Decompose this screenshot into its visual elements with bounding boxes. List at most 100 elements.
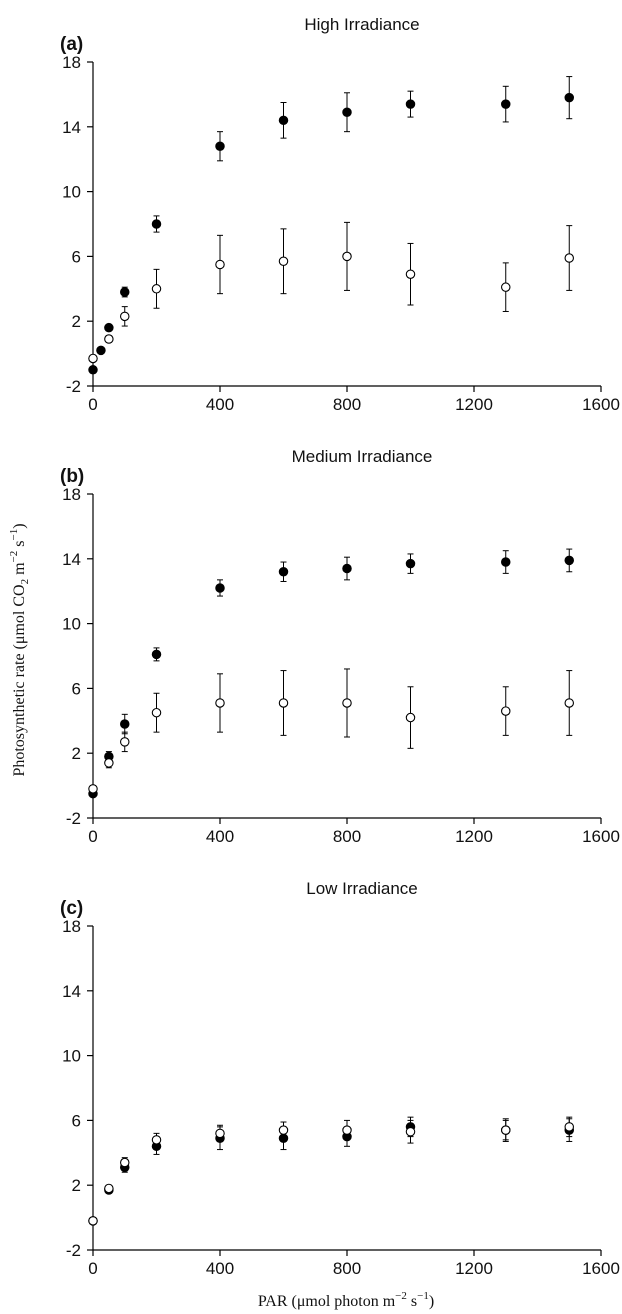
data-point-open xyxy=(564,698,574,708)
x-tick-label: 1600 xyxy=(582,1259,620,1278)
y-tick-label: 2 xyxy=(72,1176,81,1195)
data-point-open xyxy=(151,1135,162,1145)
y-axis-label-sup2: −1 xyxy=(8,529,20,541)
x-tick-label: 800 xyxy=(333,827,361,846)
data-point-open xyxy=(405,269,416,279)
data-point-filled xyxy=(342,563,352,574)
y-tick-label: 10 xyxy=(62,615,81,634)
chart-panel-2: Medium Irradiance (b) -2 2 6 10 14 18 0 400 800 120… xyxy=(60,447,620,846)
data-point-filled xyxy=(564,555,574,566)
chart-panel-1: High Irradiance (a) -2 2 6 10 14 18 0 400 800 1200 1… xyxy=(60,15,620,414)
data-point-open xyxy=(405,1126,416,1137)
series-filled xyxy=(88,76,574,375)
panels: High Irradiance (a) -2 2 6 10 14 18 0 400 800 1200 1… xyxy=(60,15,620,1278)
y-tick-label: 2 xyxy=(72,744,81,763)
data-point-filled xyxy=(278,567,289,577)
data-point-open xyxy=(88,1216,98,1226)
x-tick-label: 0 xyxy=(88,1259,97,1278)
data-point-open xyxy=(104,1183,114,1194)
x-tick-label: 0 xyxy=(88,395,97,414)
data-point-open xyxy=(405,712,416,723)
data-point-filled xyxy=(405,558,416,569)
data-point-filled xyxy=(564,92,574,103)
y-axis-label-end: ) xyxy=(11,523,28,528)
y-tick-label: 10 xyxy=(62,183,81,202)
data-point-open xyxy=(215,259,225,270)
data-point-open xyxy=(342,1125,352,1135)
data-point-open xyxy=(500,706,511,716)
series-filled xyxy=(88,1116,574,1226)
y-tick-label: 18 xyxy=(62,485,81,504)
data-point-filled xyxy=(500,99,511,109)
data-point-open xyxy=(500,282,511,292)
y-tick-label: 10 xyxy=(62,1047,81,1066)
series-filled xyxy=(88,548,574,799)
x-axis-label: PAR (μmol photon m−2 s−1) xyxy=(258,1290,434,1310)
x-tick-label: 800 xyxy=(333,395,361,414)
data-point-filled xyxy=(120,287,130,297)
data-point-open xyxy=(151,707,162,718)
x-tick-label: 400 xyxy=(206,395,234,414)
series-open xyxy=(88,221,574,364)
y-tick-label: 14 xyxy=(62,550,81,569)
x-tick-label: 400 xyxy=(206,827,234,846)
data-point-filled xyxy=(215,141,225,151)
data-point-filled xyxy=(104,322,114,333)
panel-title: Medium Irradiance xyxy=(292,447,433,466)
y-axis-label-main: Photosynthetic rate (μmol CO xyxy=(11,584,28,776)
y-tick-label: -2 xyxy=(66,809,81,828)
x-axis-label-end: ) xyxy=(429,1293,434,1310)
data-point-open xyxy=(500,1125,511,1135)
x-tick-label: 1200 xyxy=(455,827,493,846)
x-tick-label: 1200 xyxy=(455,395,493,414)
y-tick-label: 14 xyxy=(62,982,81,1001)
y-axis-label-sub: 2 xyxy=(19,579,31,585)
data-point-open xyxy=(564,1122,574,1132)
data-point-open xyxy=(278,698,289,708)
series-open xyxy=(88,668,574,794)
y-tick-label: 14 xyxy=(62,118,81,137)
data-point-open xyxy=(278,256,289,267)
y-tick-label: 18 xyxy=(62,53,81,72)
data-point-open xyxy=(215,698,225,708)
data-point-open xyxy=(342,251,352,262)
data-point-open xyxy=(564,253,574,263)
data-point-open xyxy=(120,737,130,747)
x-axis-label-main: PAR (μmol photon m xyxy=(258,1293,396,1310)
data-point-filled xyxy=(96,345,106,356)
panel-title: High Irradiance xyxy=(304,15,419,34)
x-axis-label-sup1: −2 xyxy=(395,1290,407,1302)
y-tick-label: 6 xyxy=(72,1111,81,1130)
data-point-open xyxy=(278,1125,289,1135)
y-axis-label-sup1: −2 xyxy=(8,551,20,563)
data-point-open xyxy=(104,758,114,768)
y-axis-label-mid2: s xyxy=(11,541,28,551)
series-open xyxy=(88,1116,574,1226)
data-point-open xyxy=(151,284,162,294)
data-point-open xyxy=(88,353,98,364)
data-point-filled xyxy=(88,365,98,375)
panel-label: (a) xyxy=(60,34,83,55)
data-point-filled xyxy=(151,649,162,660)
x-tick-label: 800 xyxy=(333,1259,361,1278)
y-tick-label: 2 xyxy=(72,312,81,331)
panel-label: (b) xyxy=(60,466,84,487)
x-tick-label: 400 xyxy=(206,1259,234,1278)
data-point-filled xyxy=(278,115,289,126)
x-axis-label-mid: s xyxy=(407,1293,417,1310)
y-axis-label-mid: m xyxy=(11,562,28,579)
data-point-open xyxy=(120,311,130,322)
data-point-filled xyxy=(151,219,162,229)
data-point-filled xyxy=(342,107,352,117)
data-point-filled xyxy=(405,99,416,109)
data-point-open xyxy=(104,334,114,344)
panel-title: Low Irradiance xyxy=(306,879,418,898)
y-axis-label: Photosynthetic rate (μmol CO2 m−2 s−1) xyxy=(8,523,31,776)
x-tick-label: 0 xyxy=(88,827,97,846)
x-tick-label: 1200 xyxy=(455,1259,493,1278)
data-point-open xyxy=(215,1128,225,1139)
y-tick-label: -2 xyxy=(66,377,81,396)
x-axis-label-sup2: −1 xyxy=(417,1290,429,1302)
x-tick-label: 1600 xyxy=(582,395,620,414)
y-tick-label: 6 xyxy=(72,679,81,698)
